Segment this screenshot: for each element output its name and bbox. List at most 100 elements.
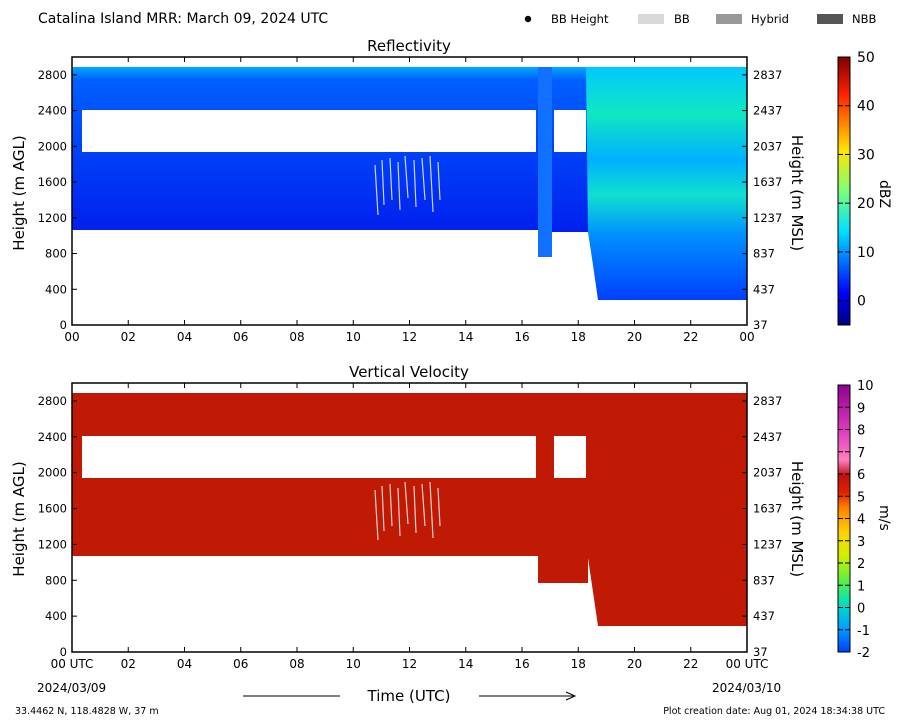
- reflectivity-gap: [554, 110, 586, 152]
- x-tick-label: 18: [571, 657, 586, 671]
- colorbar-tick-label: 0: [857, 294, 866, 310]
- colorbar-tick-label: 6: [857, 468, 865, 483]
- reflectivity-gap: [82, 110, 536, 152]
- x-tick-label: 00 UTC: [726, 657, 769, 671]
- reflectivity-y-ticks: 0 37 400 437 800 837 1200 1237 1600 1637 2000 2037 2…: [38, 68, 783, 332]
- velocity-y2label: Height (m MSL): [788, 461, 806, 577]
- y-tick-label: 2800: [38, 394, 67, 408]
- hybrid-legend-patch: [716, 14, 742, 24]
- legend-label-nbb: NBB: [852, 12, 876, 26]
- y-tick-label: 2000: [38, 466, 67, 480]
- x-tick-label: 14: [458, 330, 473, 344]
- reflectivity-x-ticks: 00 02 04 06 08 10 12 14 16 18 20 22 00: [64, 57, 755, 344]
- x-tick-label: 20: [627, 330, 642, 344]
- colorbar-tick-label: 7: [857, 446, 865, 461]
- reflectivity-panel: Reflectivity 00 02 04 06 08 10 12 14 16 18 20 22 00 …: [10, 37, 892, 344]
- x-tick-label: 00: [739, 330, 754, 344]
- reflectivity-echo-texture: [374, 155, 441, 216]
- x-tick-label: 20: [627, 657, 642, 671]
- velocity-echo-layer: [538, 393, 588, 583]
- x-tick-label: 16: [514, 657, 529, 671]
- y2-tick-label: 837: [753, 247, 775, 261]
- y2-tick-label: 1637: [753, 502, 782, 516]
- legend-label-bb: BB: [674, 12, 690, 26]
- nbb-legend-patch: [817, 14, 843, 24]
- x-tick-label: 06: [233, 330, 248, 344]
- y2-tick-label: 2437: [753, 104, 782, 118]
- y-tick-label: 800: [45, 573, 67, 587]
- velocity-gap: [82, 436, 536, 478]
- y2-tick-label: 2837: [753, 394, 782, 408]
- colorbar-tick-label: 5: [857, 490, 865, 505]
- x-tick-label: 22: [683, 657, 698, 671]
- reflectivity-colorbar: [837, 56, 851, 326]
- velocity-colorbar-label: m/s: [876, 505, 892, 531]
- legend-label-hybrid: Hybrid: [751, 12, 789, 26]
- creation-date-label: Plot creation date: Aug 01, 2024 18:34:3…: [663, 706, 885, 717]
- bb-legend-patch: [638, 14, 664, 24]
- y2-tick-label: 1237: [753, 537, 782, 551]
- x-tick-label: 22: [683, 330, 698, 344]
- reflectivity-echo-field: [72, 67, 747, 300]
- x-tick-label: 02: [121, 330, 136, 344]
- y-tick-label: 0: [60, 645, 67, 659]
- x-tick-label: 12: [402, 657, 417, 671]
- velocity-gap: [554, 436, 586, 478]
- y2-tick-label: 2437: [753, 430, 782, 444]
- x-tick-label: 08: [289, 657, 304, 671]
- legend: BB Height BB Hybrid NBB: [524, 12, 876, 26]
- location-label: 33.4462 N, 118.4828 W, 37 m: [15, 706, 159, 717]
- x-tick-label: 16: [514, 330, 529, 344]
- bb-height-legend-marker: [524, 15, 532, 23]
- colorbar-tick-label: 0: [857, 602, 865, 617]
- y-tick-label: 1600: [38, 175, 67, 189]
- x-tick-label: 06: [233, 657, 248, 671]
- y-tick-label: 2400: [38, 430, 67, 444]
- y-tick-label: 2400: [38, 104, 67, 118]
- reflectivity-echo-transition: [538, 67, 552, 257]
- x-axis-label: Time (UTC): [367, 687, 451, 705]
- colorbar-tick-label: 2: [857, 557, 865, 572]
- velocity-x-ticks: 00 UTC 02 04 06 08 10 12 14 16 18 20 22 00 UTC: [51, 383, 769, 671]
- colorbar-tick-label: 20: [857, 196, 875, 212]
- reflectivity-colorbar-ticks: 0 10 20 30 40 50: [838, 50, 875, 310]
- y-tick-label: 1200: [38, 537, 67, 551]
- x-tick-label: 00: [64, 330, 79, 344]
- velocity-echo-layer: [586, 393, 747, 626]
- colorbar-tick-label: 30: [857, 147, 875, 163]
- y2-tick-label: 437: [753, 282, 775, 296]
- colorbar-tick-label: 10: [857, 379, 874, 394]
- colorbar-tick-label: 50: [857, 50, 875, 66]
- reflectivity-ylabel: Height (m AGL): [10, 135, 28, 250]
- y-tick-label: 1200: [38, 211, 67, 225]
- y2-tick-label: 1637: [753, 175, 782, 189]
- reflectivity-colorbar-label: dBZ: [876, 180, 892, 208]
- x-tick-label: 10: [346, 657, 361, 671]
- velocity-colorbar-ticks: -2 -1 0 1 2 3 4 5 6 7 8 9 10: [838, 379, 874, 661]
- colorbar-tick-label: -1: [857, 624, 870, 639]
- x-tick-label: 04: [177, 657, 192, 671]
- velocity-y-ticks: 0 37 400 437 800 837 1200 1237 1600 1637 2000 2037 2…: [38, 394, 783, 659]
- colorbar-tick-label: -2: [857, 646, 870, 661]
- x-tick-label: 00 UTC: [51, 657, 94, 671]
- y-tick-label: 2800: [38, 68, 67, 82]
- end-date-label: 2024/03/10: [712, 681, 781, 695]
- x-tick-label: 18: [571, 330, 586, 344]
- colorbar-tick-label: 4: [857, 513, 865, 528]
- arrow-head: [565, 691, 577, 701]
- x-tick-label: 04: [177, 330, 192, 344]
- y2-tick-label: 37: [753, 645, 768, 659]
- velocity-echo-field: [72, 393, 747, 626]
- x-tick-label: 14: [458, 657, 473, 671]
- y2-tick-label: 2037: [753, 466, 782, 480]
- velocity-echo-texture: [374, 481, 441, 541]
- y2-tick-label: 837: [753, 573, 775, 587]
- y2-tick-label: 437: [753, 609, 775, 623]
- colorbar-tick-label: 9: [857, 401, 865, 416]
- y2-tick-label: 1237: [753, 211, 782, 225]
- x-tick-label: 08: [289, 330, 304, 344]
- velocity-panel: Vertical Velocity 00 UTC 02 04 06 08 10 12 14 16…: [10, 363, 892, 671]
- y-tick-label: 0: [60, 318, 67, 332]
- figure-title: Catalina Island MRR: March 09, 2024 UTC: [38, 11, 328, 27]
